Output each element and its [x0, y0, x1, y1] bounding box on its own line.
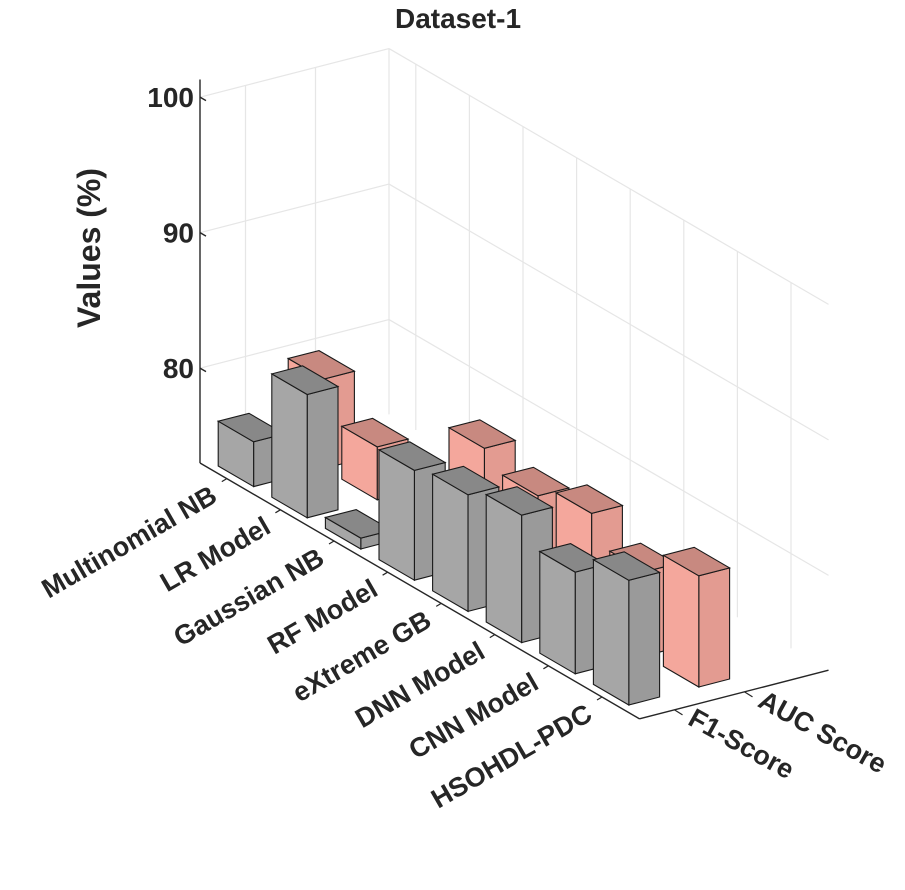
- series-tick-mark: [674, 709, 683, 716]
- bar-side-face: [485, 493, 523, 644]
- bar-top-face: [270, 365, 340, 396]
- side-wall-gridline: [388, 183, 829, 441]
- z-tick-mark: [199, 232, 207, 237]
- category-tick-mark: [382, 571, 388, 576]
- bar-top-face: [591, 551, 662, 581]
- bar-front-face: [628, 571, 661, 706]
- bar-side-face: [378, 448, 415, 582]
- back-wall-gridline: [199, 183, 390, 234]
- bar-front-face: [306, 385, 339, 519]
- category-tick-mark: [543, 665, 549, 670]
- bar-top-face: [554, 484, 624, 514]
- series-axis-line: [639, 669, 829, 720]
- side-wall-gridline: [388, 319, 829, 576]
- category-tick-mark: [328, 540, 335, 545]
- bar-front-face: [698, 567, 731, 688]
- bar-top-face: [661, 546, 732, 577]
- category-tick-mark: [596, 696, 603, 701]
- back-wall-gridline: [199, 47, 390, 98]
- bar-top-face: [431, 465, 501, 496]
- z-tick-label: 90: [163, 218, 194, 249]
- z-tick-mark: [199, 367, 207, 373]
- series-tick-mark: [744, 691, 753, 698]
- category-axis-line: [199, 462, 640, 720]
- chart-title: Dataset-1: [395, 3, 521, 34]
- category-tick-mark: [489, 634, 496, 639]
- bar-top-face: [484, 486, 554, 516]
- category-label: Multinomial NB: [37, 480, 222, 604]
- category-tick-mark: [435, 602, 442, 607]
- bar: [591, 551, 662, 706]
- bar-top-face: [501, 466, 571, 497]
- z-tick-label: 80: [163, 353, 194, 384]
- bar-top-face: [447, 419, 517, 449]
- category-tick-mark: [275, 509, 281, 514]
- y-axis-label: Values (%): [71, 168, 107, 328]
- bar-side-face: [539, 550, 576, 675]
- grid-layer: [199, 47, 829, 720]
- category-tick-mark: [221, 478, 228, 483]
- bar-side-face: [271, 372, 308, 519]
- bar-side-face: [662, 554, 700, 688]
- bars-layer: [216, 350, 732, 706]
- bar: [661, 546, 732, 688]
- bar-side-face: [592, 558, 630, 706]
- bar: [484, 486, 554, 644]
- z-tick-mark: [199, 96, 207, 102]
- bar-top-face: [377, 441, 447, 471]
- back-wall-gridline: [199, 318, 390, 369]
- z-tick-label: 100: [147, 82, 194, 113]
- bar: [270, 365, 340, 519]
- bar-top-face: [340, 417, 410, 448]
- bar-side-face: [432, 473, 469, 613]
- side-wall-gridline: [388, 48, 829, 305]
- label-layer: Dataset-1 Values (%) 80 90 100 Multinomial …: [37, 3, 892, 814]
